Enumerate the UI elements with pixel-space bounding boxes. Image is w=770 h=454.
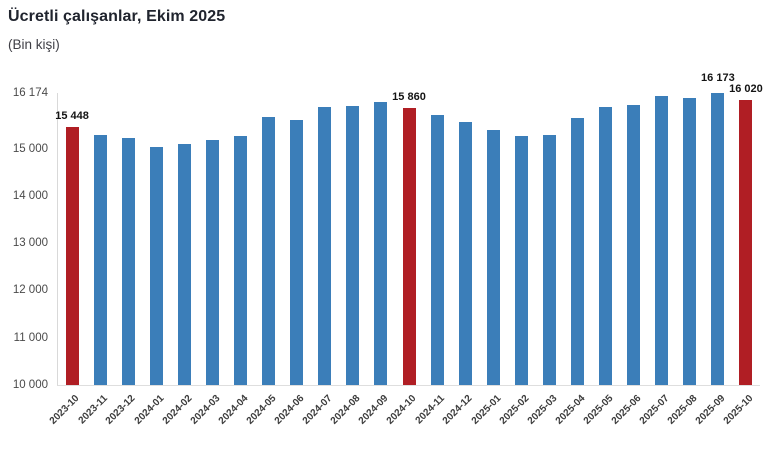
bar-2024-08 [346, 106, 360, 385]
chart-subtitle: (Bin kişi) [8, 37, 60, 52]
bar-2024-09 [374, 102, 388, 385]
x-tick-label: 2023-10 [48, 393, 82, 427]
x-axis-labels: 2023-10 2023-11 2023-12 2024-01 2024-02 2024-… [48, 386, 759, 454]
x-tick-label: 2025-09 [693, 393, 728, 427]
bar-2025-08 [683, 98, 697, 385]
x-tick-label: 2023-11 [76, 393, 110, 427]
x-tick-label: 2024-04 [216, 393, 251, 427]
bar-2023-11 [93, 134, 107, 385]
bar-2025-03 [542, 134, 556, 385]
y-tick-label: 11 000 [13, 331, 48, 344]
x-tick-label: 2025-05 [581, 393, 616, 427]
x-tick-label: 2024-11 [413, 393, 447, 427]
bar-2024-12 [458, 121, 472, 385]
bar-value-label-2024-10: 15 860 [392, 90, 426, 103]
bar-value-label-2025-10: 16 020 [729, 83, 763, 96]
x-tick-label: 2024-06 [272, 393, 307, 427]
y-axis-labels: 16 174 15 000 14 000 13 000 12 000 11 000 10 0… [0, 87, 48, 391]
x-tick-label: 2024-08 [328, 393, 363, 427]
bar-2025-01 [486, 129, 500, 385]
x-tick-label: 2024-05 [244, 393, 279, 427]
bar-2024-07 [318, 106, 332, 385]
x-tick-label: 2025-03 [525, 393, 560, 427]
x-tick-label: 2024-10 [385, 393, 419, 427]
x-tick-label: 2025-04 [553, 393, 588, 427]
bar-2025-09 [711, 93, 725, 385]
bar-2023-10 [65, 127, 79, 385]
bar-2025-05 [599, 107, 613, 385]
bar-2025-07 [655, 96, 669, 385]
bar-2025-10 [739, 100, 753, 385]
bar-value-label-2023-10: 15 448 [55, 110, 89, 123]
x-tick-label: 2025-10 [722, 393, 756, 427]
y-tick-label: 15 000 [12, 142, 48, 155]
x-tick-label: 2024-09 [356, 393, 391, 427]
x-tick-label: 2025-07 [637, 393, 672, 427]
x-tick-label: 2023-12 [104, 393, 138, 427]
bar-2024-03 [205, 140, 219, 385]
bar-2024-11 [430, 114, 444, 385]
bar-2024-04 [234, 135, 248, 385]
y-tick-label: 10 000 [12, 379, 48, 391]
chart-title: Ücretli çalışanlar, Ekim 2025 [8, 8, 226, 25]
bar-2024-02 [177, 144, 191, 385]
bar-2024-01 [149, 146, 163, 385]
bar-2024-06 [290, 119, 304, 385]
bar-value-label-2025-09: 16 173 [701, 72, 735, 85]
x-tick-label: 2025-06 [609, 393, 644, 427]
y-tick-label: 14 000 [12, 189, 48, 202]
x-tick-label: 2024-02 [160, 393, 195, 427]
x-tick-label: 2024-12 [441, 393, 475, 427]
x-tick-label: 2025-01 [469, 393, 504, 427]
x-tick-label: 2024-07 [300, 393, 335, 427]
bar-2023-12 [121, 138, 135, 385]
x-tick-label: 2025-02 [497, 393, 532, 427]
bar-2025-02 [514, 135, 528, 385]
bar-2024-05 [262, 116, 276, 385]
bar-2025-06 [627, 105, 641, 385]
y-tick-label: 16 174 [12, 87, 48, 99]
x-tick-label: 2024-01 [132, 393, 167, 427]
y-tick-label: 12 000 [12, 284, 48, 297]
x-tick-label: 2024-03 [188, 393, 223, 427]
y-tick-label: 13 000 [12, 237, 48, 250]
plot-area: 15 448 15 860 16 173 16 020 [55, 72, 763, 386]
bar-2024-10 [402, 107, 416, 385]
x-tick-label: 2025-08 [665, 393, 700, 427]
bar-2025-04 [570, 118, 584, 385]
